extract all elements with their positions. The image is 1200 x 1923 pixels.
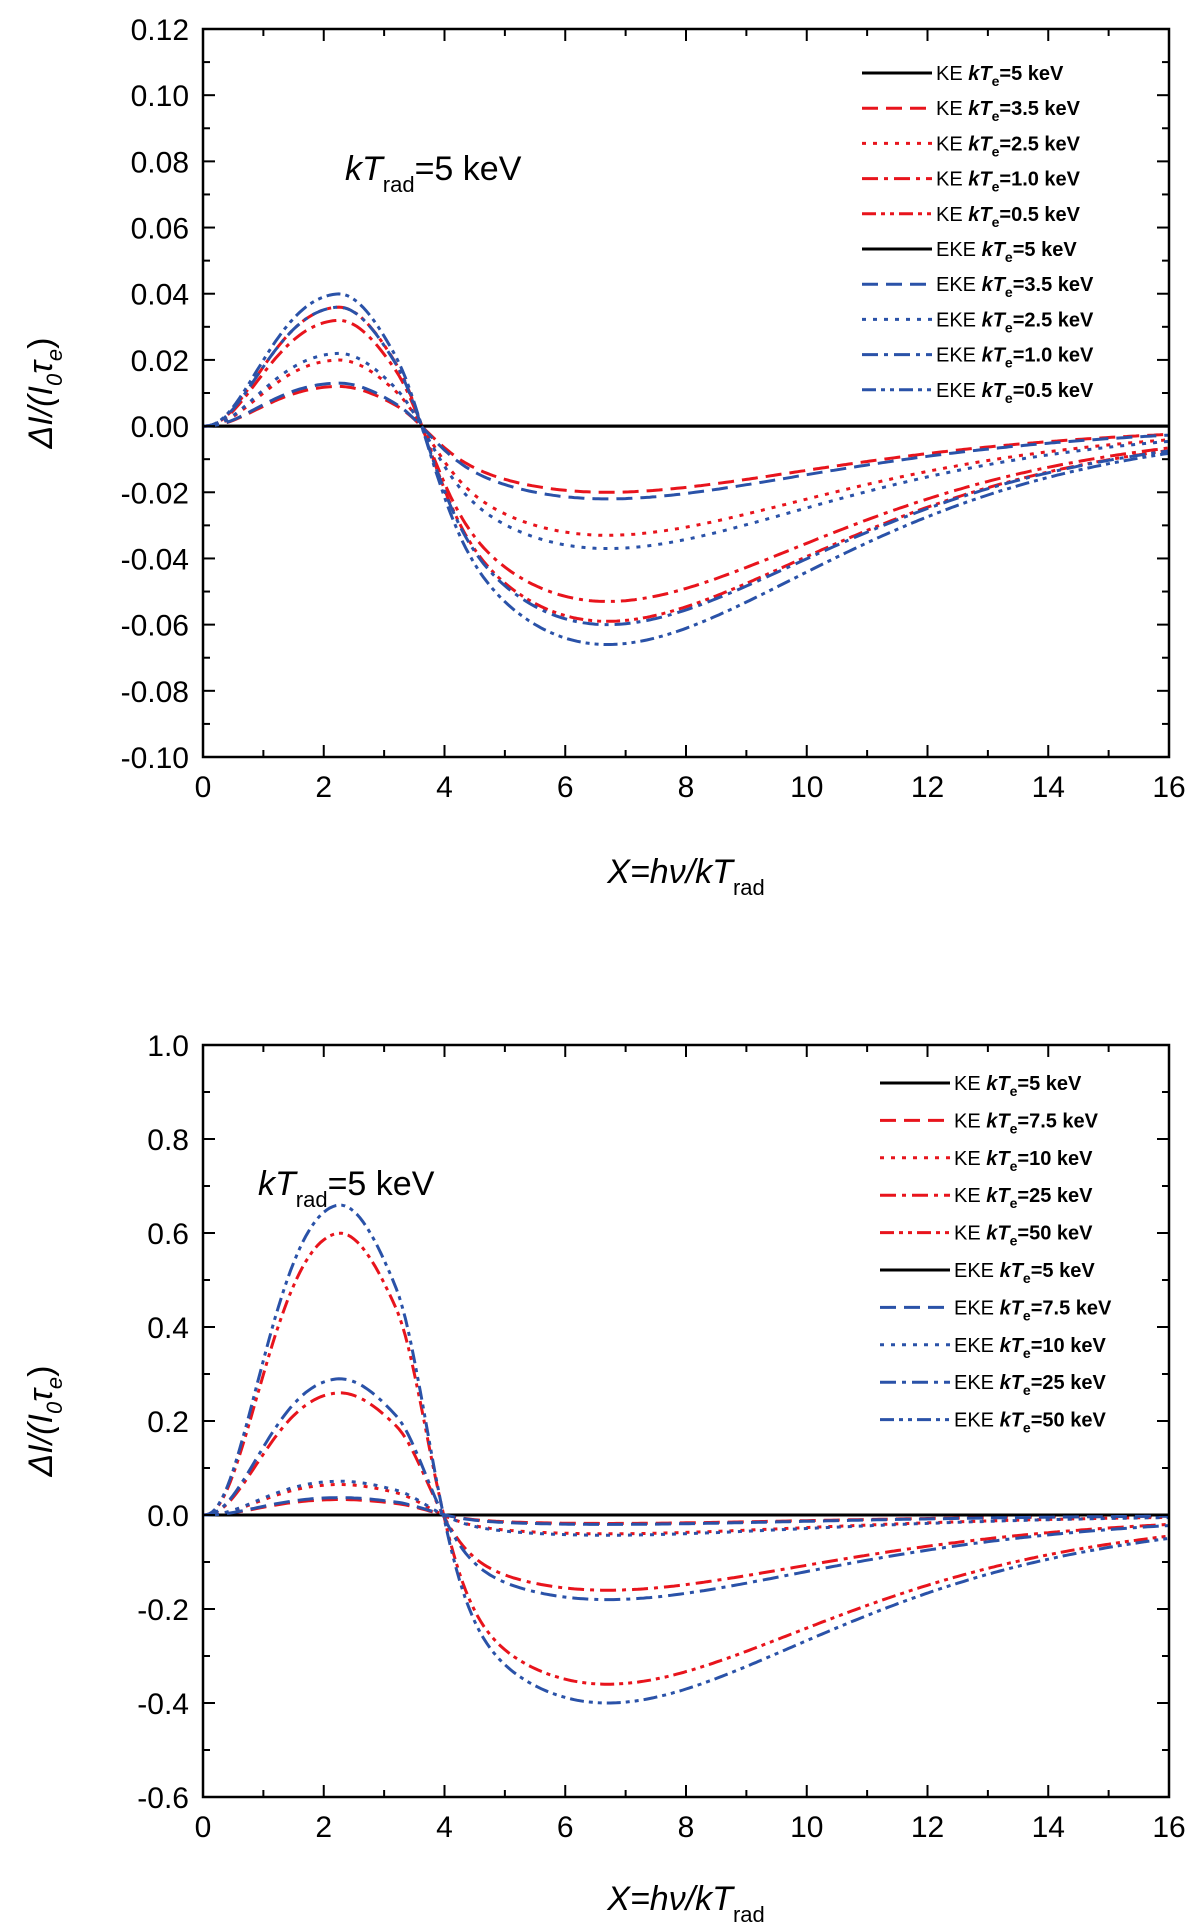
legend-entry: KE kTe=3.5 keV bbox=[936, 98, 1081, 124]
legend-entry: EKE kTe=2.5 keV bbox=[936, 309, 1094, 335]
x-tick-label: 0 bbox=[195, 1811, 212, 1844]
x-tick-label: 10 bbox=[790, 1811, 823, 1844]
series-group bbox=[203, 1203, 1169, 1705]
legend-entry: EKE kTe=3.5 keV bbox=[936, 274, 1094, 300]
y-tick-label: 0.4 bbox=[147, 1312, 189, 1345]
x-tick-label: 14 bbox=[1032, 1811, 1065, 1844]
legend-entry: EKE kTe=1.0 keV bbox=[936, 345, 1094, 371]
x-axis-label: X=hν/kTrad bbox=[606, 853, 764, 900]
annotation-ktrad: kTrad=5 keV bbox=[345, 150, 522, 197]
y-tick-label: -0.10 bbox=[121, 742, 189, 775]
legend: KE kTe=5 keV KE kTe=7.5 keV KE kTe=10 keV K… bbox=[880, 1073, 1112, 1436]
x-tick-label: 10 bbox=[790, 771, 823, 804]
x-tick-label: 2 bbox=[315, 771, 332, 804]
legend-entry: EKE kTe=0.5 keV bbox=[936, 380, 1094, 406]
x-tick-label: 0 bbox=[195, 771, 212, 804]
y-tick-label: 0.12 bbox=[131, 14, 189, 47]
legend-entry: EKE kTe=5 keV bbox=[954, 1260, 1095, 1286]
y-tick-label: 0.2 bbox=[147, 1406, 189, 1439]
x-tick-label: 14 bbox=[1032, 771, 1065, 804]
x-tick-label: 16 bbox=[1152, 1811, 1185, 1844]
x-tick-label: 8 bbox=[678, 1811, 695, 1844]
series-line-ke-4 bbox=[203, 318, 1169, 604]
legend-entry: KE kTe=25 keV bbox=[954, 1185, 1093, 1211]
legend-entry: KE kTe=10 keV bbox=[954, 1148, 1093, 1174]
y-tick-label: 0.06 bbox=[131, 213, 189, 246]
legend-entry: EKE kTe=5 keV bbox=[936, 239, 1077, 265]
y-tick-label: -0.06 bbox=[121, 610, 189, 643]
legend-entry: KE kTe=50 keV bbox=[954, 1223, 1093, 1249]
legend-entry: KE kTe=5 keV bbox=[954, 1073, 1082, 1099]
legend-entry: KE kTe=7.5 keV bbox=[954, 1110, 1099, 1136]
y-axis-label: ΔI/(I0τe) bbox=[22, 337, 67, 449]
series-line-eke-9 bbox=[203, 305, 1169, 627]
y-tick-label: -0.4 bbox=[137, 1688, 189, 1721]
legend: KE kTe=5 keV KE kTe=3.5 keV KE kTe=2.5 keV… bbox=[862, 63, 1094, 406]
legend-entry: KE kTe=0.5 keV bbox=[936, 204, 1081, 230]
legend-entry: EKE kTe=25 keV bbox=[954, 1372, 1106, 1398]
series-line-eke-7 bbox=[203, 381, 1169, 501]
legend-entry: KE kTe=2.5 keV bbox=[936, 133, 1081, 159]
legend-entry: EKE kTe=7.5 keV bbox=[954, 1297, 1112, 1323]
annotation-ktrad: kTrad=5 keV bbox=[258, 1165, 435, 1212]
x-axis-label: X=hν/kTrad bbox=[606, 1880, 764, 1923]
x-tick-label: 4 bbox=[436, 1811, 453, 1844]
y-tick-label: -0.02 bbox=[121, 477, 189, 510]
series-line-eke-8 bbox=[203, 1479, 1169, 1537]
y-tick-label: -0.6 bbox=[137, 1782, 189, 1815]
series-line-eke-9 bbox=[203, 1377, 1169, 1602]
y-tick-label: 0.0 bbox=[147, 1500, 189, 1533]
y-tick-label: 0.00 bbox=[131, 411, 189, 444]
y-tick-label: -0.08 bbox=[121, 676, 189, 709]
y-tick-label: 0.10 bbox=[131, 80, 189, 113]
x-tick-label: 12 bbox=[911, 771, 944, 804]
series-line-ke-5 bbox=[203, 1231, 1169, 1686]
y-tick-label: 0.08 bbox=[131, 146, 189, 179]
y-tick-label: 0.8 bbox=[147, 1124, 189, 1157]
y-axis-label: ΔI/(I0τe) bbox=[22, 1365, 67, 1477]
series-line-eke-10 bbox=[203, 1203, 1169, 1705]
legend-entry: EKE kTe=10 keV bbox=[954, 1335, 1106, 1361]
series-line-eke-10 bbox=[203, 292, 1169, 646]
series-line-ke-2 bbox=[203, 384, 1169, 494]
x-tick-label: 6 bbox=[557, 1811, 574, 1844]
series-line-ke-4 bbox=[203, 1391, 1169, 1592]
x-tick-label: 4 bbox=[436, 771, 453, 804]
y-tick-label: -0.04 bbox=[121, 543, 189, 576]
x-tick-label: 2 bbox=[315, 1811, 332, 1844]
x-tick-label: 16 bbox=[1152, 771, 1185, 804]
y-tick-label: 0.6 bbox=[147, 1218, 189, 1251]
y-tick-label: 0.04 bbox=[131, 279, 189, 312]
y-tick-label: 0.02 bbox=[131, 345, 189, 378]
x-tick-label: 6 bbox=[557, 771, 574, 804]
series-line-ke-3 bbox=[203, 1483, 1169, 1536]
y-tick-label: -0.2 bbox=[137, 1594, 189, 1627]
chart-panel-2: 0 2 4 6 8 10 12 14 16 -0.6 -0.4 -0.2 0.0 0.2 0.4 0.6 0.8… bbox=[22, 1030, 1186, 1923]
legend-entry: KE kTe=5 keV bbox=[936, 63, 1064, 89]
legend-entry: KE kTe=1.0 keV bbox=[936, 169, 1081, 195]
series-line-eke-7 bbox=[203, 1496, 1169, 1526]
legend-entry: EKE kTe=50 keV bbox=[954, 1410, 1106, 1436]
series-line-ke-3 bbox=[203, 358, 1169, 537]
series-group bbox=[203, 292, 1169, 646]
chart-panel-1: 0 2 4 6 8 10 12 14 16 -0.10 -0.08 -0.06 -0.04 -0.02 0.… bbox=[22, 14, 1186, 900]
x-tick-label: 12 bbox=[911, 1811, 944, 1844]
x-tick-label: 8 bbox=[678, 771, 695, 804]
y-tick-label: 1.0 bbox=[147, 1030, 189, 1063]
